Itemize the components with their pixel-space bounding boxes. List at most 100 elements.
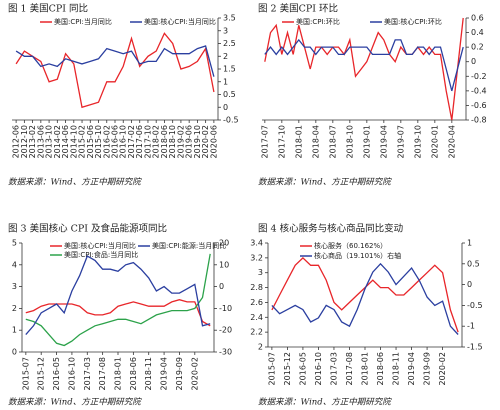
x-tick-label: 2015-06 xyxy=(86,125,95,158)
y-tick-label: -0.8 xyxy=(471,116,487,125)
x-tick-label: 2016-02 xyxy=(102,125,111,158)
x-tick-label: 2015-07 xyxy=(267,352,276,385)
x-tick-label: 2016-10 xyxy=(314,352,323,385)
x-tick-label: 2017-08 xyxy=(345,352,354,385)
y-tick-label: 1 xyxy=(223,77,228,86)
y-tick-label: -10 xyxy=(219,304,232,313)
x-tick-label: 2019-09 xyxy=(175,357,184,390)
y-tick-label: 2 xyxy=(223,52,228,61)
series-line xyxy=(25,299,211,327)
x-tick-label: 2016-10 xyxy=(67,357,76,390)
x-tick-label: 2019-10 xyxy=(193,125,202,158)
x-tick-label: 2018-06 xyxy=(376,352,385,385)
x-tick-label: 2019-04 xyxy=(379,125,388,158)
x-tick-label: 2017-06 xyxy=(135,125,144,158)
x-tick-label: 2015-12 xyxy=(283,352,292,385)
x-tick-label: 2019-02 xyxy=(176,125,185,158)
legend-label: 美国:核心CPI:当月同比 xyxy=(144,17,216,26)
series-line xyxy=(25,255,211,336)
x-tick-label: 2016-05 xyxy=(52,357,61,390)
x-tick-label: 2013-10 xyxy=(45,125,54,158)
x-tick-label: 2019-06 xyxy=(185,125,194,158)
y-tick-label: -0.5 xyxy=(223,116,239,125)
series-line xyxy=(15,32,215,109)
x-tick-label: 2014-02 xyxy=(53,125,62,158)
y-tick-label: 2 xyxy=(258,343,263,352)
x-tick-label: 2018-04 xyxy=(311,125,320,158)
y-tick-label: 2.2 xyxy=(250,328,263,337)
y-tick-label: 0.5 xyxy=(467,259,480,268)
x-tick-label: 2019-10 xyxy=(413,125,422,158)
y-tick-label: 2.5 xyxy=(223,39,236,48)
y-tick-label: 4 xyxy=(12,260,17,269)
legend-label: 美国:CPI:环比 xyxy=(296,17,340,26)
y-tick-label: 2 xyxy=(12,304,17,313)
x-tick-label: 2018-10 xyxy=(345,125,354,158)
legend-label: 美国:CPI:当月同比 xyxy=(54,17,112,26)
x-tick-label: 2016-05 xyxy=(298,352,307,385)
x-tick-label: 2016-10 xyxy=(119,125,128,158)
y-tick-label: 20 xyxy=(219,239,229,248)
x-tick-label: 2014-06 xyxy=(61,125,70,158)
y-tick-label: 2.4 xyxy=(250,313,263,322)
y-tick-label: 0 xyxy=(219,282,224,291)
x-tick-label: 2013-02 xyxy=(28,125,37,158)
chart-title: 图 1 美国CPI 同比 xyxy=(8,3,88,15)
x-tick-label: 2020-01 xyxy=(430,125,439,158)
x-tick-label: 2020-02 xyxy=(190,357,199,390)
legend-label: 核心商品（19.101%）右轴 xyxy=(314,251,401,260)
x-tick-label: 2015-07 xyxy=(21,357,30,390)
x-tick-label: 2017-03 xyxy=(83,357,92,390)
x-tick-label: 2016-06 xyxy=(111,125,120,158)
x-tick-label: 2017-07 xyxy=(260,125,269,158)
series-line xyxy=(25,253,211,347)
x-tick-label: 2018-10 xyxy=(168,125,177,158)
x-tick-label: 2015-02 xyxy=(78,125,87,158)
y-tick-label: 3.2 xyxy=(250,253,263,262)
x-tick-label: 2017-10 xyxy=(277,125,286,158)
x-tick-label: 2019-04 xyxy=(407,352,416,385)
source-note: 数据来源：Wind、方正中期研究院 xyxy=(8,177,142,188)
y-tick-label: 10 xyxy=(219,260,229,269)
x-tick-label: 2013-06 xyxy=(36,125,45,158)
x-tick-label: 2019-09 xyxy=(423,352,432,385)
y-tick-label: 0 xyxy=(12,348,17,357)
chart-title: 图 3 美国核心 CPI 及食品能源项同比 xyxy=(8,223,167,235)
legend-label: 核心服务（60.162%） xyxy=(314,241,387,250)
x-tick-label: 2017-10 xyxy=(143,125,152,158)
legend-label: 美国:核心CPI:当月同比 xyxy=(64,241,136,250)
series-line xyxy=(15,45,215,77)
x-tick-label: 2018-01 xyxy=(114,357,123,390)
x-tick-label: 2018-11 xyxy=(144,357,153,390)
series-line xyxy=(264,38,464,92)
series-line xyxy=(264,17,464,121)
x-tick-label: 2018-02 xyxy=(152,125,161,158)
y-tick-label: 0.2 xyxy=(471,43,484,52)
x-tick-label: 2015-10 xyxy=(94,125,103,158)
chart-title: 图 4 核心服务与核心商品同比变动 xyxy=(258,223,403,235)
y-tick-label: -0.2 xyxy=(471,72,487,81)
x-tick-label: 2020-02 xyxy=(201,125,210,158)
y-tick-label: 3.5 xyxy=(223,14,236,23)
x-tick-label: 2020-06 xyxy=(209,125,218,158)
x-tick-label: 2012-06 xyxy=(12,125,21,158)
legend-label: 美国:CPI:能源:当月同比 xyxy=(152,241,226,250)
x-tick-label: 2018-11 xyxy=(392,352,401,385)
y-tick-label: 5 xyxy=(12,239,17,248)
x-tick-label: 2018-06 xyxy=(160,125,169,158)
y-tick-label: -0.5 xyxy=(467,301,483,310)
x-tick-label: 2018-07 xyxy=(328,125,337,158)
x-tick-label: 2018-01 xyxy=(361,352,370,385)
x-tick-label: 2019-04 xyxy=(160,357,169,390)
x-tick-label: 2020-04 xyxy=(447,125,456,158)
x-tick-label: 2018-01 xyxy=(294,125,303,158)
y-tick-label: -1 xyxy=(467,322,475,331)
x-tick-label: 2017-08 xyxy=(98,357,107,390)
y-tick-label: 3 xyxy=(258,268,263,277)
y-tick-label: 0 xyxy=(467,280,472,289)
y-tick-label: -30 xyxy=(219,348,232,357)
y-tick-label: 2.8 xyxy=(250,283,263,292)
y-tick-label: 3 xyxy=(223,26,228,35)
legend-label: 美国:核心CPI:环比 xyxy=(384,17,442,26)
y-tick-label: -20 xyxy=(219,326,232,335)
